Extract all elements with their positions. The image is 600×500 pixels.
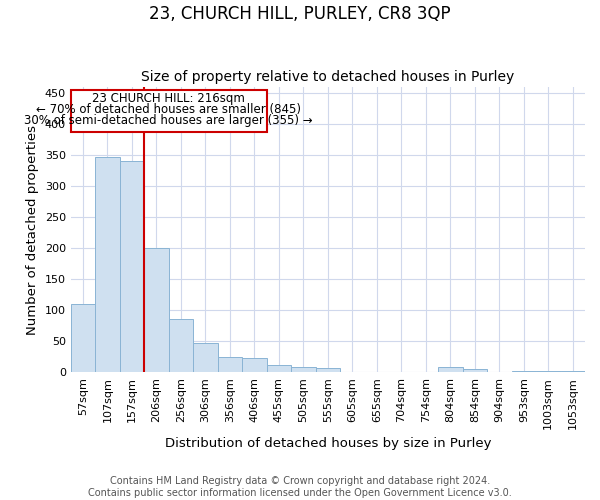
- Text: 30% of semi-detached houses are larger (355) →: 30% of semi-detached houses are larger (…: [25, 114, 313, 127]
- Bar: [512, 371, 536, 372]
- Bar: [536, 371, 560, 372]
- Text: 23 CHURCH HILL: 216sqm: 23 CHURCH HILL: 216sqm: [92, 92, 245, 106]
- Bar: [95, 157, 120, 372]
- X-axis label: Distribution of detached houses by size in Purley: Distribution of detached houses by size …: [164, 437, 491, 450]
- Bar: [193, 343, 218, 372]
- Bar: [169, 320, 193, 372]
- Bar: [144, 248, 169, 372]
- Bar: [218, 356, 242, 372]
- Bar: [266, 365, 291, 372]
- Text: ← 70% of detached houses are smaller (845): ← 70% of detached houses are smaller (84…: [36, 104, 301, 117]
- Bar: [438, 367, 463, 372]
- Bar: [242, 358, 266, 372]
- Text: Contains HM Land Registry data © Crown copyright and database right 2024.
Contai: Contains HM Land Registry data © Crown c…: [88, 476, 512, 498]
- Y-axis label: Number of detached properties: Number of detached properties: [26, 124, 39, 334]
- Bar: [463, 369, 487, 372]
- Bar: [71, 304, 95, 372]
- Bar: [291, 367, 316, 372]
- Bar: [120, 162, 144, 372]
- Bar: [560, 371, 585, 372]
- Title: Size of property relative to detached houses in Purley: Size of property relative to detached ho…: [141, 70, 514, 85]
- FancyBboxPatch shape: [71, 90, 266, 132]
- Bar: [316, 368, 340, 372]
- Text: 23, CHURCH HILL, PURLEY, CR8 3QP: 23, CHURCH HILL, PURLEY, CR8 3QP: [149, 5, 451, 23]
